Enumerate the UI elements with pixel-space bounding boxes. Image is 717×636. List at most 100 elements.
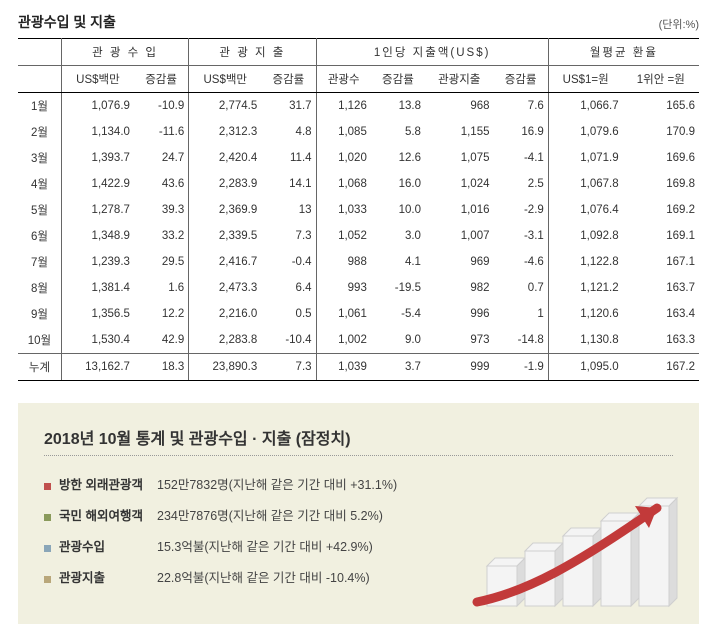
table-cell: 누계 [18, 354, 61, 381]
table-cell: 993 [316, 275, 371, 301]
sh-1: US$백만 [61, 66, 134, 93]
table-cell: 23,890.3 [189, 354, 262, 381]
table-cell: 29.5 [134, 249, 189, 275]
table-cell: 163.3 [623, 327, 699, 354]
summary-value: 234만7876명(지난해 같은 기간 대비 5.2%) [157, 505, 383, 524]
table-cell: 1,530.4 [61, 327, 134, 354]
table-cell: -11.6 [134, 119, 189, 145]
table-cell: 1,052 [316, 223, 371, 249]
table-cell: 11.4 [261, 145, 316, 171]
table-cell: 1,122.8 [548, 249, 622, 275]
table-cell: 7월 [18, 249, 61, 275]
data-table: 관 광 수 입 관 광 지 출 1인당 지출액(US$) 월평균 환율 US$백… [18, 38, 699, 381]
gh-3: 1인당 지출액(US$) [316, 39, 548, 66]
table-cell: 6월 [18, 223, 61, 249]
table-cell: 1,024 [425, 171, 494, 197]
table-cell: 169.6 [623, 145, 699, 171]
table-cell: 1,007 [425, 223, 494, 249]
bullet-icon [44, 576, 51, 583]
table-cell: 12.6 [371, 145, 425, 171]
table-cell: 42.9 [134, 327, 189, 354]
table-cell: 4.1 [371, 249, 425, 275]
sh-7: 관광지출 [425, 66, 494, 93]
table-cell: 2,283.9 [189, 171, 262, 197]
table-cell: 13,162.7 [61, 354, 134, 381]
sh-4: 증감률 [261, 66, 316, 93]
table-cell: 7.6 [494, 93, 549, 120]
table-cell: 169.1 [623, 223, 699, 249]
bullet-icon [44, 545, 51, 552]
sh-10: 1위안 =원 [623, 66, 699, 93]
table-cell: 6.4 [261, 275, 316, 301]
table-cell: 1,278.7 [61, 197, 134, 223]
table-cell: 1,079.6 [548, 119, 622, 145]
sh-2: 증감률 [134, 66, 189, 93]
table-cell: 16.0 [371, 171, 425, 197]
table-cell: 1,071.9 [548, 145, 622, 171]
table-cell: -4.1 [494, 145, 549, 171]
table-cell: 2,416.7 [189, 249, 262, 275]
bullet-icon [44, 483, 51, 490]
table-row: 3월1,393.724.72,420.411.41,02012.61,075-4… [18, 145, 699, 171]
table-cell: 988 [316, 249, 371, 275]
table-cell: 1,121.2 [548, 275, 622, 301]
table-cell: 2월 [18, 119, 61, 145]
table-cell: 2.5 [494, 171, 549, 197]
table-cell: 968 [425, 93, 494, 120]
table-cell: -2.9 [494, 197, 549, 223]
table-cell: 2,473.3 [189, 275, 262, 301]
table-row: 1월1,076.9-10.92,774.531.71,12613.89687.6… [18, 93, 699, 120]
table-cell: 2,369.9 [189, 197, 262, 223]
sh-8: 증감률 [494, 66, 549, 93]
table-cell: 1,076.4 [548, 197, 622, 223]
table-cell: 999 [425, 354, 494, 381]
table-cell: 4.8 [261, 119, 316, 145]
table-cell: 1,067.8 [548, 171, 622, 197]
table-cell: 169.2 [623, 197, 699, 223]
summary-value: 152만7832명(지난해 같은 기간 대비 +31.1%) [157, 474, 397, 493]
group-header-row: 관 광 수 입 관 광 지 출 1인당 지출액(US$) 월평균 환율 [18, 39, 699, 66]
table-cell: 13 [261, 197, 316, 223]
summary-title: 2018년 10월 통계 및 관광수입 · 지출 (잠정치) [44, 425, 673, 449]
summary-label: 관광지출 [59, 567, 157, 586]
table-cell: 170.9 [623, 119, 699, 145]
table-cell: 163.4 [623, 301, 699, 327]
table-cell: 1,068 [316, 171, 371, 197]
table-cell: -3.1 [494, 223, 549, 249]
table-row: 2월1,134.0-11.62,312.34.81,0855.81,15516.… [18, 119, 699, 145]
table-cell: 165.6 [623, 93, 699, 120]
table-cell: 13.8 [371, 93, 425, 120]
table-cell: 2,312.3 [189, 119, 262, 145]
table-row: 5월1,278.739.32,369.9131,03310.01,016-2.9… [18, 197, 699, 223]
table-cell: -10.4 [261, 327, 316, 354]
table-cell: 5.8 [371, 119, 425, 145]
table-cell: 1,126 [316, 93, 371, 120]
table-cell: 12.2 [134, 301, 189, 327]
table-cell: 982 [425, 275, 494, 301]
table-cell: 4월 [18, 171, 61, 197]
table-cell: 14.1 [261, 171, 316, 197]
table-body: 1월1,076.9-10.92,774.531.71,12613.89687.6… [18, 93, 699, 381]
sh-6: 증감률 [371, 66, 425, 93]
table-cell: 1,075 [425, 145, 494, 171]
table-cell: 3.7 [371, 354, 425, 381]
summary-label: 방한 외래관광객 [59, 474, 157, 493]
table-cell: 996 [425, 301, 494, 327]
table-cell: 7.3 [261, 223, 316, 249]
table-cell: 3.0 [371, 223, 425, 249]
table-cell: 2,216.0 [189, 301, 262, 327]
table-cell: 10월 [18, 327, 61, 354]
table-cell: 9월 [18, 301, 61, 327]
table-cell: 1,356.5 [61, 301, 134, 327]
table-cell: 1,239.3 [61, 249, 134, 275]
table-cell: 3월 [18, 145, 61, 171]
sub-header-row: US$백만 증감률 US$백만 증감률 관광수 증감률 관광지출 증감률 US$… [18, 66, 699, 93]
table-cell: 43.6 [134, 171, 189, 197]
table-row: 6월1,348.933.22,339.57.31,0523.01,007-3.1… [18, 223, 699, 249]
table-cell: 1,066.7 [548, 93, 622, 120]
table-row: 7월1,239.329.52,416.7-0.49884.1969-4.61,1… [18, 249, 699, 275]
page-title: 관광수입 및 지출 [18, 12, 116, 32]
table-cell: 1,076.9 [61, 93, 134, 120]
table-row: 10월1,530.442.92,283.8-10.41,0029.0973-14… [18, 327, 699, 354]
table-cell: -5.4 [371, 301, 425, 327]
